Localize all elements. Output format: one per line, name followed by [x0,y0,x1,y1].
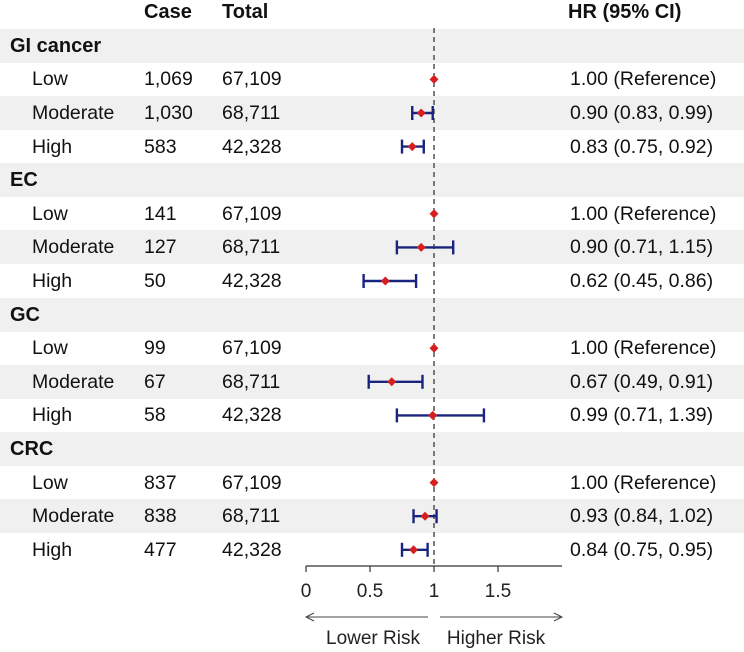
group-band [0,163,744,198]
row-case-value: 127 [144,236,177,259]
row-level-label: Moderate [32,370,115,393]
row-level-label: Low [32,337,68,360]
row-total-value: 68,711 [222,505,281,528]
row-level-label: Low [32,68,68,91]
group-band [0,28,744,63]
row-case-value: 141 [144,202,177,225]
group-label: EC [10,169,38,192]
row-case-value: 99 [144,337,166,360]
point-estimate [429,74,439,84]
group-label: CRC [10,438,54,460]
header-hr: HR (95% CI) [568,1,682,23]
point-estimate [407,142,417,152]
row-hr-label: 0.67 (0.49, 0.91) [570,370,714,393]
point-estimate [416,108,426,118]
point-estimate [409,545,419,555]
row-case-value: 477 [144,538,177,561]
row-level-label: High [32,270,73,292]
group-band [0,297,744,332]
row-hr-label: 1.00 (Reference) [570,68,717,91]
row-total-value: 68,711 [222,370,281,393]
row-band [0,96,744,130]
row-case-value: 1,069 [144,68,193,91]
row-hr-label: 0.90 (0.83, 0.99) [570,102,714,124]
point-estimate [420,511,430,521]
lower-risk-arrowhead [304,612,315,622]
point-estimate [429,209,439,219]
row-case-value: 837 [144,471,177,494]
row-total-value: 67,109 [222,68,282,91]
x-tick-label: 0.5 [357,581,383,602]
row-total-value: 67,109 [222,337,282,360]
row-total-value: 42,328 [222,404,282,427]
row-hr-label: 0.93 (0.84, 1.02) [570,505,714,528]
row-band [0,499,744,534]
lower-risk-label: Lower Risk [326,628,420,649]
header-total: Total [222,1,269,23]
row-hr-label: 0.90 (0.71, 1.15) [570,236,714,259]
x-tick-label: 1 [429,581,440,602]
row-case-value: 1,030 [144,102,193,124]
group-label: GI cancer [10,34,102,57]
row-hr-label: 0.84 (0.75, 0.95) [570,538,714,561]
row-level-label: Low [32,471,68,494]
row-level-label: Low [32,202,68,225]
row-total-value: 42,328 [222,270,282,292]
point-estimate [429,478,439,488]
x-tick-label: 1.5 [485,581,511,602]
row-level-label: Moderate [32,236,115,259]
row-level-label: High [32,404,73,427]
point-estimate [429,343,439,353]
row-level-label: Moderate [32,102,115,124]
row-total-value: 68,711 [222,236,281,259]
group-band [0,432,744,466]
row-total-value: 67,109 [222,471,282,494]
row-hr-label: 1.00 (Reference) [570,337,717,360]
row-hr-label: 0.99 (0.71, 1.39) [570,404,714,427]
header-case: Case [144,1,192,23]
point-estimate [428,410,438,420]
row-case-value: 583 [144,135,177,158]
row-hr-label: 1.00 (Reference) [570,471,717,494]
row-band [0,230,744,265]
higher-risk-arrowhead [553,612,564,622]
row-level-label: High [32,538,73,561]
group-label: GC [10,303,40,326]
row-total-value: 42,328 [222,538,282,561]
row-case-value: 67 [144,370,166,393]
row-hr-label: 1.00 (Reference) [570,202,717,225]
higher-risk-label: Higher Risk [447,628,546,649]
row-total-value: 68,711 [222,102,281,124]
row-total-value: 42,328 [222,135,282,158]
x-tick-label: 0 [301,581,312,602]
point-estimate [387,377,397,387]
row-total-value: 67,109 [222,202,282,225]
row-hr-label: 0.62 (0.45, 0.86) [570,270,714,292]
row-hr-label: 0.83 (0.75, 0.92) [570,135,714,158]
row-case-value: 58 [144,404,166,427]
row-level-label: Moderate [32,505,115,528]
row-level-label: High [32,135,73,158]
point-estimate [380,276,390,286]
point-estimate [416,242,426,252]
row-case-value: 50 [144,270,166,292]
row-case-value: 838 [144,505,177,528]
